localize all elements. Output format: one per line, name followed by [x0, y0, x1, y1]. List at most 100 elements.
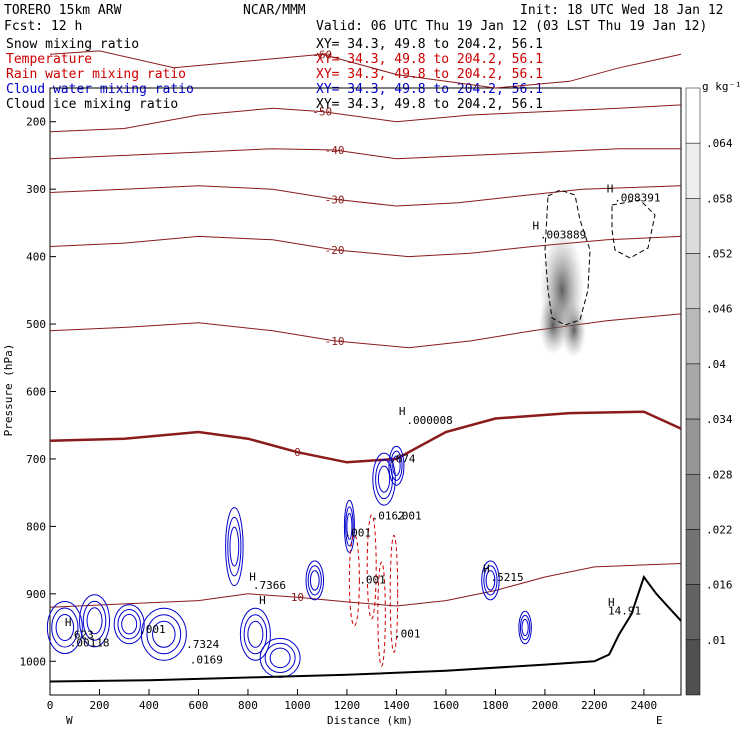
colorbar-cell: [685, 308, 701, 365]
cloud-water-contour: [264, 642, 296, 674]
annotations: H.000008H.003889H.008391H.7366H.5215H14.…: [65, 183, 661, 667]
colorbar-tick-label: .058: [706, 192, 733, 205]
isotherms: -60 -50 -40 -30 -20 -10 0 10: [49, 48, 682, 608]
annotation-label: .001: [359, 574, 386, 587]
x-tick-label: 400: [139, 699, 159, 712]
annotation-label: H: [249, 570, 256, 583]
cloud-water-contour: [481, 560, 500, 601]
isotherm-line: [49, 50, 682, 89]
isotherm-label: -50: [312, 106, 332, 119]
colorbar-cell: [685, 474, 701, 530]
colorbar-cell: [685, 142, 701, 199]
colorbar-tick-label: .01: [706, 634, 726, 647]
cloud-water-contour: [227, 516, 242, 577]
colorbar-tick-label: .028: [706, 468, 733, 481]
legend: Snow mixing ratio XY= 34.3, 49.8 to 204.2…: [6, 37, 543, 112]
x-tick-label: 800: [238, 699, 258, 712]
valid-label: Valid: 06 UTC Thu 19 Jan 12 (03 LST Thu …: [316, 19, 707, 34]
y-tick-label: 200: [26, 116, 46, 129]
y-axis-label: Pressure (hPa): [2, 344, 15, 437]
legend-entry: Snow mixing ratio: [6, 37, 139, 52]
colorbar-cell: [685, 418, 701, 475]
x-tick-label: 1800: [482, 699, 509, 712]
rain-contour: [366, 514, 377, 620]
cloud-water-contour: [225, 507, 244, 587]
annotation-label: .001: [395, 510, 422, 523]
x-tick-label: 1400: [383, 699, 410, 712]
cloud-water-contour: [46, 601, 83, 655]
cloud-water-contour: [305, 560, 325, 601]
y-tick-label: 300: [26, 183, 46, 196]
annotation-label: .001: [344, 527, 371, 540]
isotherm-line: [49, 148, 681, 160]
isotherm-line: [49, 185, 682, 207]
cloud-water-contour: [247, 620, 264, 648]
x-axis-label: Distance (km): [327, 714, 413, 727]
annotation-label: .000008: [406, 414, 452, 427]
y-tick-label: 600: [26, 386, 46, 399]
annotation-label: .001: [394, 628, 421, 641]
annotation-label: .008391: [614, 191, 660, 204]
rain-contours: [348, 514, 399, 667]
isotherm-label: -10: [325, 335, 345, 348]
isotherm-line: [49, 313, 682, 349]
rain-contour: [348, 534, 360, 627]
colorbar-cell: [685, 529, 701, 585]
annotation-label: .674: [389, 452, 416, 465]
y-tick-label: 500: [26, 318, 46, 331]
cloud-ice-contour: [611, 199, 656, 259]
annotation-label: .7366: [253, 579, 286, 592]
cloud-ice-contour: [544, 189, 591, 326]
colorbar-unit: g kg⁻¹: [702, 80, 740, 93]
y-tick-label: 900: [26, 588, 46, 601]
colorbar-cell: [685, 198, 701, 254]
annotation-label: H: [259, 594, 266, 607]
cloud-water-contour: [146, 614, 182, 655]
cloud-water-contour: [79, 594, 111, 648]
cloud-water-contour: [388, 445, 405, 486]
cloud-water-contour: [346, 512, 353, 540]
cloud-water-contour: [343, 499, 355, 553]
annotation-label: H: [399, 405, 406, 418]
cloud-water-contour: [55, 614, 75, 642]
cloud-water-contour: [113, 604, 145, 645]
cloud-water-contours: [46, 445, 532, 678]
annotation-label: .001: [139, 623, 166, 636]
isotherm-label: -30: [325, 193, 345, 206]
isotherm-line: [49, 410, 682, 464]
cloud-water-contour: [519, 614, 531, 641]
annotation-label: 14.91: [608, 605, 641, 618]
cloud-water-contour: [375, 459, 393, 500]
annotation-label: H: [607, 183, 614, 196]
x-tick-label: 1000: [284, 699, 311, 712]
x-tick-label: 0: [47, 699, 54, 712]
terrain-line: [49, 574, 682, 683]
cloud-water-contour: [392, 455, 401, 476]
rain-contour: [377, 561, 386, 667]
y-tick-label: 400: [26, 251, 46, 264]
colorbar-tick-label: .064: [706, 137, 733, 150]
legend-xy: XY= 34.3, 49.8 to 204.2, 56.1: [316, 82, 543, 97]
east-label: E: [656, 714, 663, 727]
cloud-water-contour: [377, 465, 391, 493]
snow-shading: [539, 230, 586, 358]
x-tick-label: 1600: [433, 699, 460, 712]
plot-frame: [49, 87, 682, 696]
colorbar-tick-label: .022: [706, 523, 733, 536]
cloud-water-contour: [86, 607, 103, 635]
cloud-water-contour: [259, 637, 301, 678]
org-label: NCAR/MMM: [243, 3, 306, 18]
x-axis: 0 200 400 600 800 1000 1200 1400 1600 1800 2000 220…: [47, 689, 657, 712]
y-axis: 200 300 400 500 600 700 800 900 1000: [20, 116, 56, 668]
cloud-water-contour: [152, 620, 176, 648]
legend-entry: Cloud water mixing ratio: [6, 82, 194, 97]
isotherm-label: 0: [294, 446, 301, 459]
legend-xy: XY= 34.3, 49.8 to 204.2, 56.1: [316, 67, 543, 82]
x-tick-label: 2000: [532, 699, 559, 712]
cloud-water-contour: [390, 450, 403, 481]
cloud-water-contour: [307, 565, 322, 596]
legend-entry: Temperature: [6, 52, 92, 67]
cloud-water-contour: [117, 609, 141, 640]
cloud-ice-contours: [544, 189, 656, 326]
